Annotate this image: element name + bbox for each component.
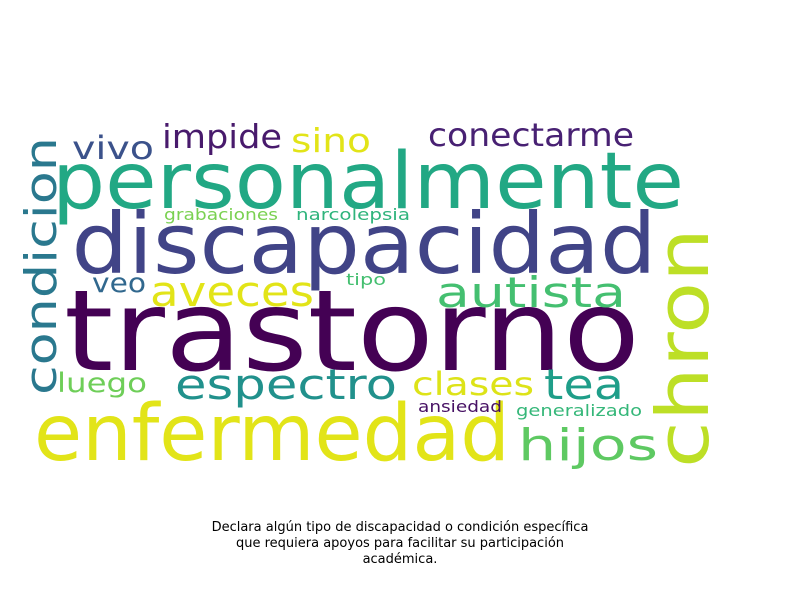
- word-narcolepsia: narcolepsia: [296, 205, 410, 224]
- word-autista: autista: [436, 268, 626, 317]
- word-veo: veo: [92, 268, 146, 299]
- word-luego: luego: [57, 368, 147, 399]
- word-chron: chron: [641, 228, 725, 468]
- word-trastorno: trastorno: [64, 267, 640, 397]
- word-grabaciones: grabaciones: [164, 205, 278, 224]
- word-impide: impide: [162, 117, 282, 156]
- word-ansiedad: ansiedad: [418, 397, 502, 416]
- word-conectarme: conectarme: [428, 116, 634, 154]
- caption-line-1: Declara algún tipo de discapacidad o con…: [211, 520, 589, 535]
- word-clases: clases: [412, 365, 534, 403]
- word-generalizado: generalizado: [516, 401, 642, 420]
- figure-caption: Declara algún tipo de discapacidad o con…: [150, 520, 650, 568]
- caption-line-3: académica.: [362, 552, 438, 567]
- word-enfermedad: enfermedad: [34, 389, 510, 479]
- word-condicion: condicion: [16, 137, 67, 395]
- word-personalmente: personalmente: [52, 137, 684, 227]
- word-sino: sino: [291, 121, 371, 160]
- caption-line-2: que requiera apoyos para facilitar su pa…: [235, 536, 565, 551]
- word-espectro: espectro: [175, 360, 397, 409]
- word-discapacidad: discapacidad: [72, 195, 657, 293]
- word-hijos: hijos: [518, 420, 658, 471]
- word-tea: tea: [544, 360, 624, 409]
- word-aveces: aveces: [150, 267, 314, 316]
- word-vivo: vivo: [72, 129, 154, 167]
- word-tipo: tipo: [346, 270, 386, 289]
